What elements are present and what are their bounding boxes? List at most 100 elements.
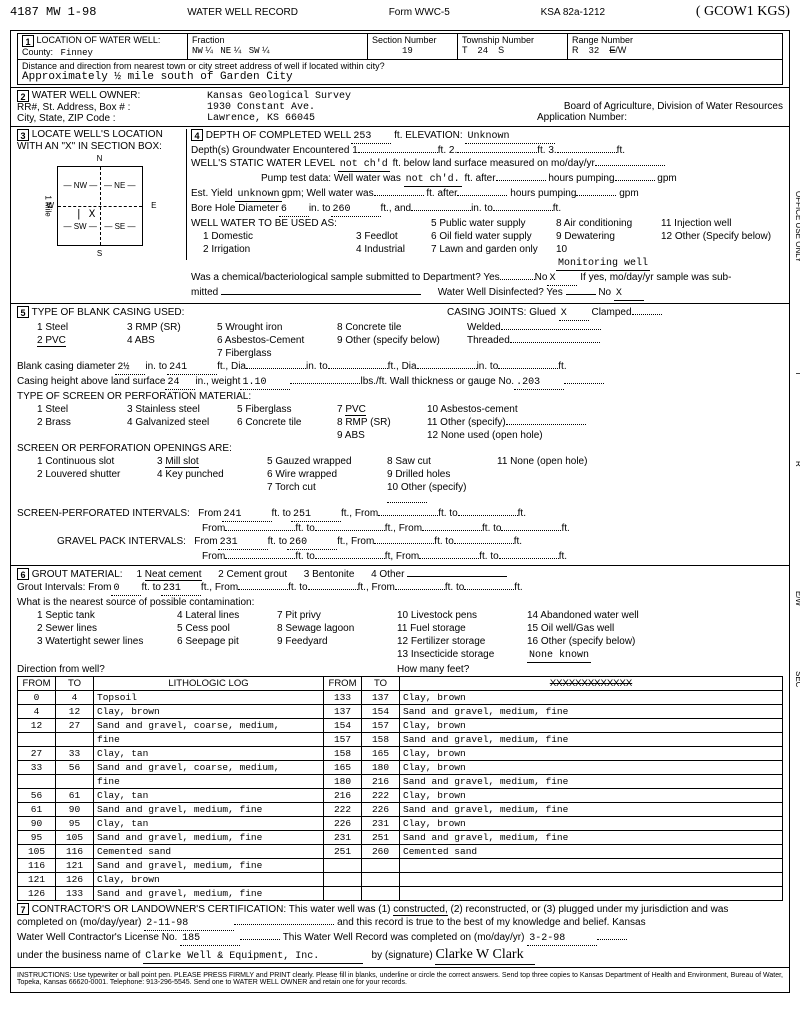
cell: Sand and gravel, medium, fine <box>94 887 324 901</box>
ft-elev-lbl: ft. ELEVATION: <box>394 130 463 141</box>
cell: 116 <box>18 859 56 873</box>
table-row: 95105Sand and gravel, medium, fine231251… <box>18 831 783 845</box>
cell: 231 <box>362 817 400 831</box>
static-after: ft. below land surface measured on mo/da… <box>393 158 595 169</box>
cell: Clay, brown <box>400 817 783 831</box>
cha-lbl: Casing height above land surface <box>17 376 165 387</box>
o10: 10 Other (specify) <box>387 482 466 493</box>
lithologic-log: FROM TO LITHOLOGIC LOG FROM TO XXXXXXXXX… <box>17 676 783 901</box>
cell: 116 <box>56 845 94 859</box>
cell: 95 <box>18 831 56 845</box>
cell: 61 <box>18 803 56 817</box>
p11: 11 Fuel storage <box>397 623 466 634</box>
pump: not ch'd. <box>404 173 462 187</box>
spi-from: From <box>198 508 221 519</box>
u11: 11 Injection well <box>661 218 731 229</box>
p8: 8 Sewage lagoon <box>277 623 354 634</box>
threaded: Threaded <box>467 335 510 346</box>
u10pre: 10 <box>556 244 567 255</box>
cell: Clay, brown <box>400 691 783 705</box>
cell: 27 <box>56 719 94 733</box>
c7: 7 Fiberglass <box>217 348 271 359</box>
chem-x: X <box>547 272 577 286</box>
rec: 3-2-98 <box>527 932 597 946</box>
feet-lbl: How many feet? <box>397 664 469 675</box>
th-from: FROM <box>18 677 56 691</box>
cell: 56 <box>56 761 94 775</box>
chem-lbl: Was a chemical/bacteriological sample su… <box>191 272 500 283</box>
s5-title: TYPE OF BLANK CASING USED: <box>32 307 185 318</box>
cert2: (2) reconstructed, or (3) plugged under … <box>448 904 729 915</box>
cell: 154 <box>362 705 400 719</box>
u1: 1 Domestic <box>191 231 253 242</box>
u3: 3 Feedlot <box>356 231 398 242</box>
s6-title: GROUT MATERIAL: <box>32 569 123 580</box>
cell: 4 <box>56 691 94 705</box>
county: Finney <box>61 48 93 58</box>
bcd-in3: in. to <box>477 361 499 372</box>
gi-ft2: ft., From <box>358 582 395 593</box>
spi-after2: ft., From <box>385 523 422 534</box>
form-code: Form WWC-5 <box>389 7 450 18</box>
secnum: 19 <box>402 46 413 56</box>
table-row: 412Clay, brown137154Sand and gravel, med… <box>18 705 783 719</box>
th-lith: LITHOLOGIC LOG <box>94 677 324 691</box>
open-title: SCREEN OR PERFORATION OPENINGS ARE: <box>17 443 232 454</box>
bore: 6 <box>279 203 309 217</box>
g4: 4 Other <box>371 569 404 580</box>
cell: 105 <box>18 845 56 859</box>
bcd-ft2: ft., Dia <box>388 361 417 372</box>
dist-lbl: Distance and direction from nearest town… <box>22 61 385 71</box>
welded: Welded <box>467 322 501 333</box>
p4: 4 Lateral lines <box>177 610 239 621</box>
cell: Sand and gravel, medium, fine <box>400 705 783 719</box>
bcd-in2: in. to <box>306 361 328 372</box>
cell: 251 <box>362 831 400 845</box>
twp-dir: S <box>498 45 504 55</box>
c5: 5 Wrought iron <box>217 322 282 333</box>
side-r: R <box>794 461 800 467</box>
cell: Cemented sand <box>400 845 783 859</box>
lic-lbl: Water Well Contractor's License No. <box>17 932 177 943</box>
o6: 6 Wire wrapped <box>267 469 337 480</box>
gi-to: ft. to <box>141 582 160 593</box>
o2: 2 Louvered shutter <box>37 469 120 480</box>
bore-to: 260 <box>331 203 381 217</box>
yield-hrs: hours pumping <box>510 188 576 199</box>
signature: Clarke W Clark <box>435 946 535 965</box>
chem-after: If yes, mo/day/yr sample was sub- <box>580 272 731 283</box>
app-lbl: Application Number: <box>457 112 783 123</box>
cell: 165 <box>362 747 400 761</box>
cell: 121 <box>18 873 56 887</box>
side-office: OFFICE USE ONLY <box>794 191 800 262</box>
cell: 12 <box>56 705 94 719</box>
u2: 2 Irrigation <box>191 244 250 255</box>
cell: Clay, brown <box>400 789 783 803</box>
yield: unknown <box>235 188 281 202</box>
yield-unit: gpm; Well water was <box>282 188 374 199</box>
table-row: 116121Sand and gravel, medium, fine <box>18 859 783 873</box>
cell: Sand and gravel, medium, fine <box>94 803 324 817</box>
cell: Clay, tan <box>94 789 324 803</box>
cell: 165 <box>324 761 362 775</box>
gi-to2: ft. to <box>288 582 307 593</box>
mitted: mitted <box>191 287 218 298</box>
c8: 8 Concrete tile <box>337 322 401 333</box>
p6: 6 Seepage pit <box>177 636 239 647</box>
cell: 33 <box>56 747 94 761</box>
county-lbl: County: <box>22 47 53 57</box>
cell: 90 <box>56 803 94 817</box>
pump-gpm: gpm <box>657 173 676 184</box>
table-row: 2733Clay, tan158165Clay, brown <box>18 747 783 761</box>
table-row: fine157158Sand and gravel, medium, fine <box>18 733 783 747</box>
cell: 33 <box>18 761 56 775</box>
cell <box>18 775 56 789</box>
bcd-in: in. to <box>145 361 167 372</box>
c6: 6 Asbestos-Cement <box>217 335 304 346</box>
twp-lbl: Township Number <box>462 35 534 45</box>
u5: 5 Public water supply <box>431 218 526 229</box>
f2: NE <box>220 46 231 56</box>
cell: Sand and gravel, medium, fine <box>400 775 783 789</box>
u6: 6 Oil field water supply <box>431 231 532 242</box>
o11: 11 None (open hole) <box>497 456 587 467</box>
